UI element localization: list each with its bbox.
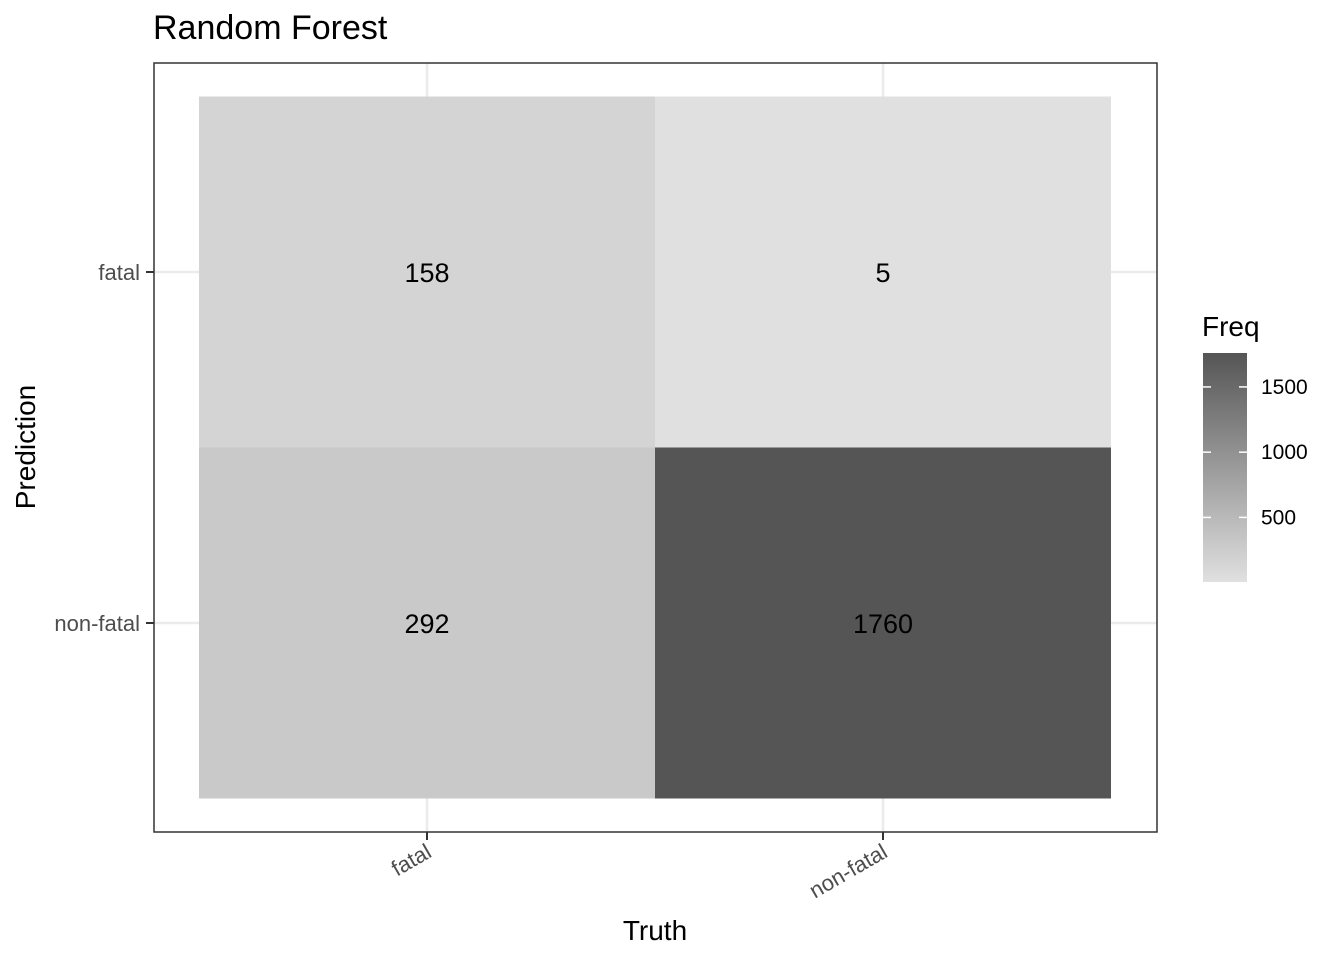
cell-value-label: 292 bbox=[404, 609, 449, 639]
legend-tick-label: 1000 bbox=[1261, 441, 1308, 464]
y-axis: fatal non-fatal bbox=[54, 260, 154, 636]
y-tick-label: non-fatal bbox=[54, 611, 140, 636]
cell-value-label: 5 bbox=[875, 258, 890, 288]
panel-border bbox=[153, 62, 1158, 833]
legend: Freq 500 1000 1500 bbox=[1202, 311, 1308, 582]
cell-value-label: 1760 bbox=[853, 609, 913, 639]
y-tick-label: fatal bbox=[98, 260, 140, 285]
heatmap-cell-non-fatal-non-fatal bbox=[655, 447, 1111, 799]
heatmap-cell-non-fatal-fatal bbox=[655, 96, 1111, 448]
legend-title: Freq bbox=[1202, 311, 1260, 342]
heatmap-cell-fatal-fatal bbox=[199, 96, 655, 448]
legend-ticks: 500 1000 1500 bbox=[1203, 376, 1308, 529]
heatmap-cell-fatal-non-fatal bbox=[199, 447, 655, 799]
cell-value-label: 158 bbox=[404, 258, 449, 288]
legend-colorbar bbox=[1203, 353, 1247, 582]
heatmap-cells bbox=[199, 96, 1111, 799]
legend-tick-label: 1500 bbox=[1261, 376, 1308, 399]
legend-tick-label: 500 bbox=[1261, 506, 1296, 529]
x-axis-title: Truth bbox=[623, 915, 687, 946]
chart-title: Random Forest bbox=[153, 9, 388, 47]
heatmap-cell-labels: 158 5 292 1760 bbox=[404, 258, 913, 639]
y-axis-title: Prediction bbox=[10, 385, 41, 510]
